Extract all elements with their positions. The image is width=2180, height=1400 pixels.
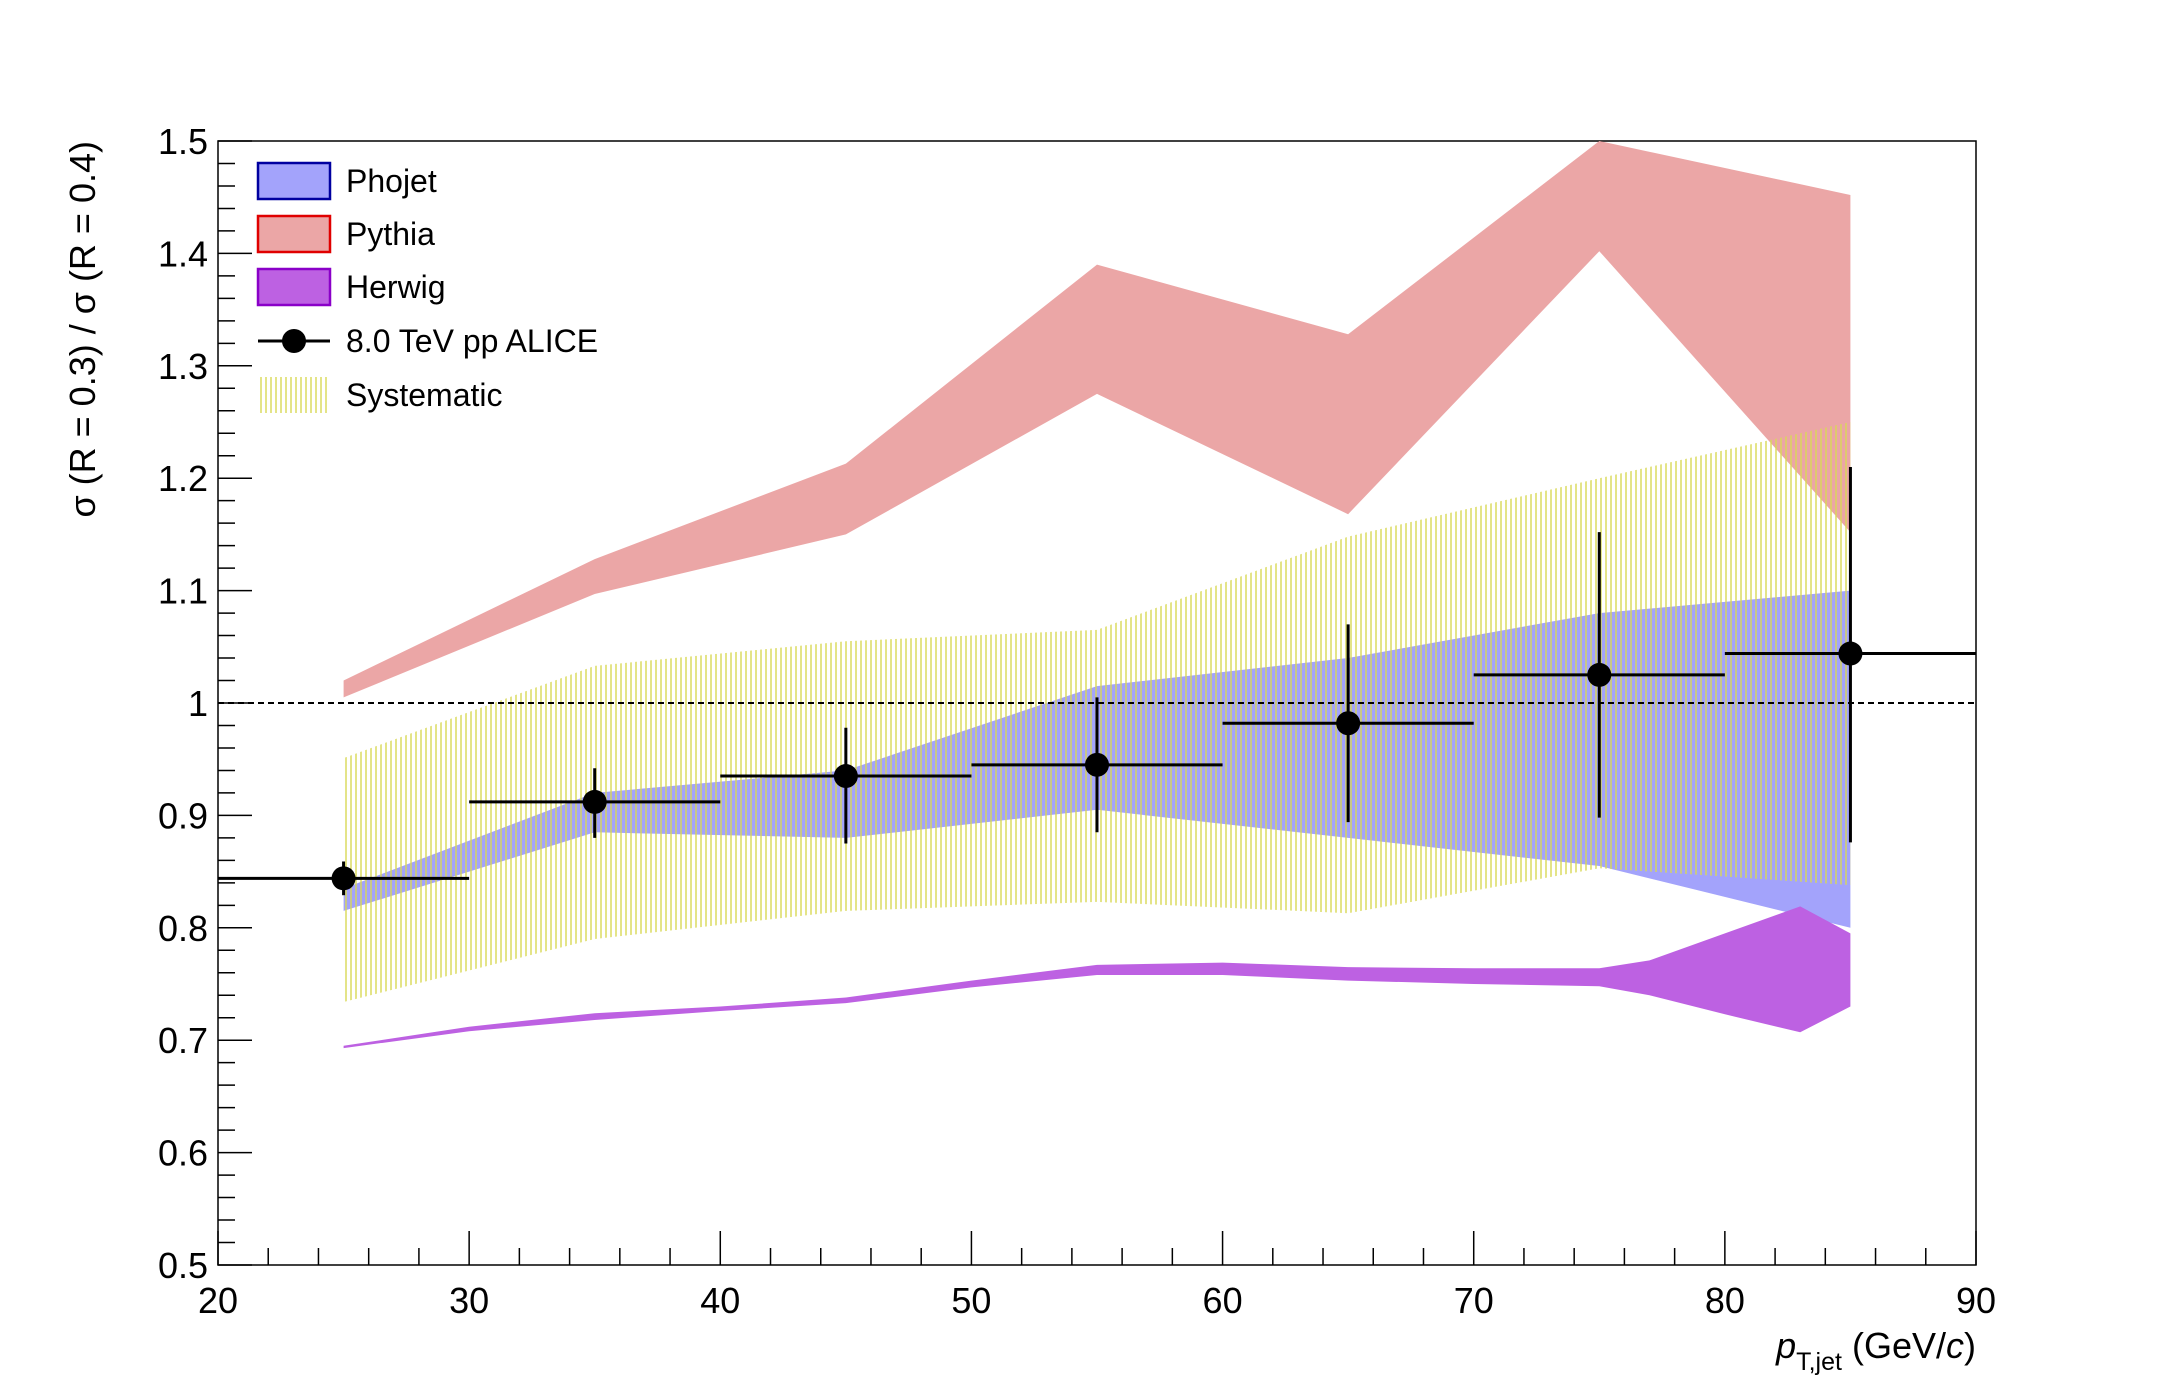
y-tick-label: 0.8 (158, 908, 208, 949)
legend-label: 8.0 TeV pp ALICE (346, 323, 598, 359)
legend-pythia: Pythia (256, 214, 435, 254)
data-marker (833, 764, 858, 789)
y-axis-title: σ (R = 0.3) / σ (R = 0.4) (62, 141, 103, 518)
legend-label: Phojet (346, 163, 437, 199)
legend-data: 8.0 TeV pp ALICE (258, 323, 598, 359)
x-tick-label: 30 (449, 1280, 489, 1321)
herwig-band (343, 906, 1851, 1049)
legend-marker (282, 329, 306, 353)
y-tick-label: 1.4 (158, 233, 208, 274)
y-tick-label: 0.5 (158, 1245, 208, 1286)
data-marker (1587, 662, 1612, 687)
y-tick-label: 0.7 (158, 1020, 208, 1061)
x-tick-label: 60 (1203, 1280, 1243, 1321)
legend-label: Systematic (346, 377, 502, 413)
legend-swatch (256, 161, 332, 201)
x-tick-label: 90 (1956, 1280, 1996, 1321)
data-point (218, 861, 470, 896)
data-point (971, 697, 1223, 833)
y-tick-label: 1 (188, 683, 208, 724)
x-axis-title: pT,jet (GeV/c) (1775, 1325, 1976, 1376)
legend-label: Herwig (346, 269, 446, 305)
pythia-band (343, 141, 1851, 698)
data-marker (1085, 752, 1109, 777)
x-tick-label: 80 (1705, 1280, 1745, 1321)
x-tick-label: 40 (700, 1280, 740, 1321)
y-tick-label: 0.9 (158, 795, 208, 836)
legend-systematic: Systematic (258, 377, 502, 413)
legend-label: Pythia (346, 216, 435, 252)
x-tick-label: 70 (1454, 1280, 1494, 1321)
data-point (1222, 624, 1474, 823)
data-point (1724, 466, 1976, 843)
legend-herwig: Herwig (256, 267, 446, 307)
y-tick-label: 1.5 (158, 121, 208, 162)
data-marker (1838, 641, 1863, 666)
data-point (469, 768, 721, 838)
data-point (720, 727, 972, 844)
legend-swatch (258, 377, 330, 413)
data-marker (582, 789, 607, 814)
y-tick-label: 1.3 (158, 346, 208, 387)
x-tick-label: 20 (198, 1280, 238, 1321)
y-tick-label: 1.2 (158, 458, 208, 499)
legend-swatch (256, 267, 332, 307)
y-tick-label: 0.6 (158, 1133, 208, 1174)
y-tick-label: 1.1 (158, 571, 208, 612)
legend-swatch (256, 214, 332, 254)
legend-phojet: Phojet (256, 161, 437, 201)
data-marker (331, 866, 356, 891)
x-tick-label: 50 (951, 1280, 991, 1321)
data-point (1473, 532, 1725, 818)
data-marker (1336, 711, 1361, 736)
